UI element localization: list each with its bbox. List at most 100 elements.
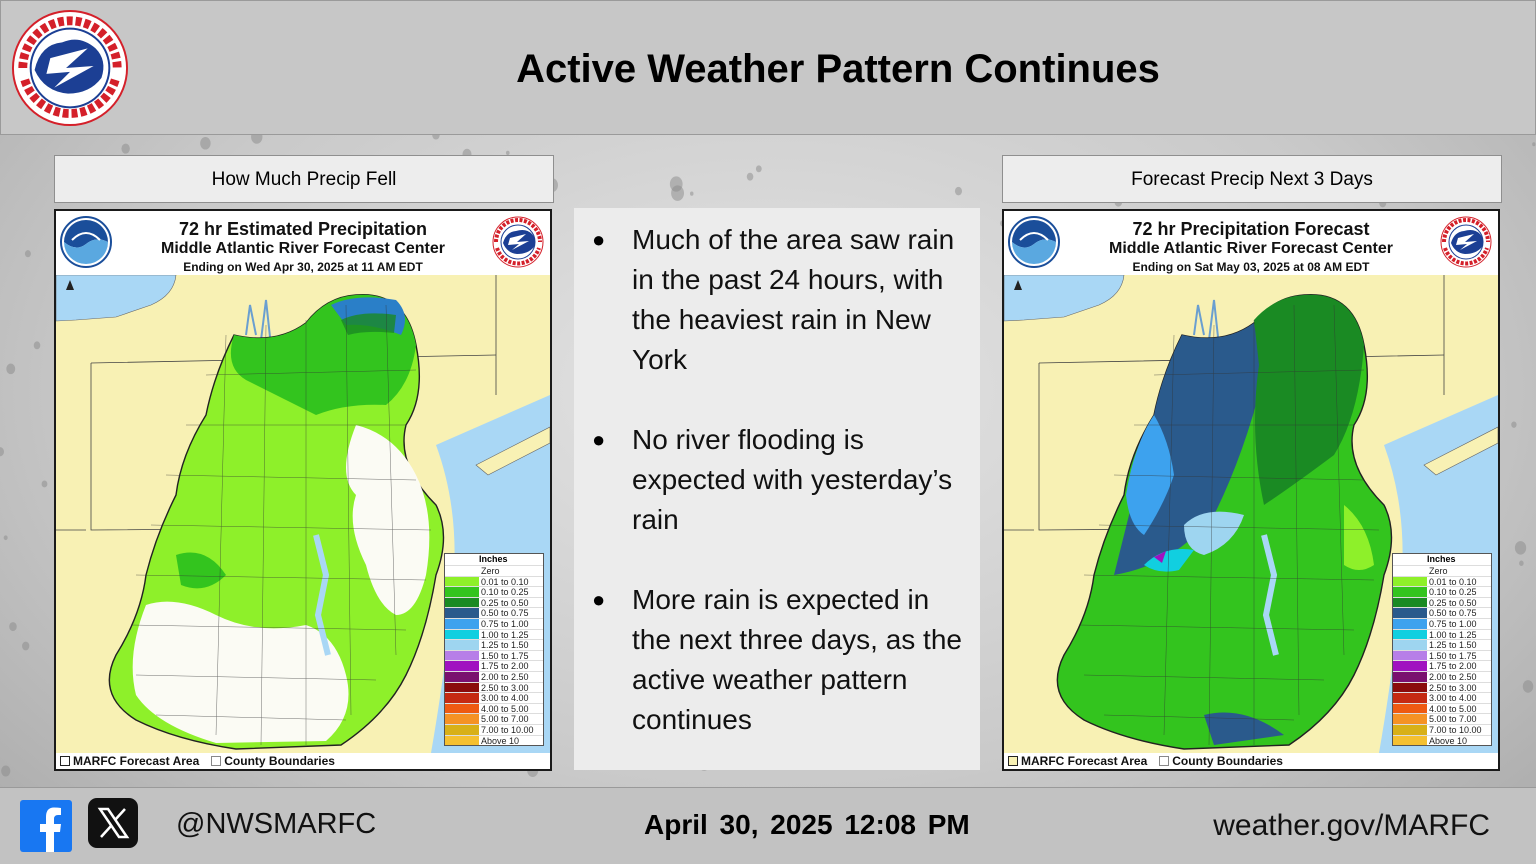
legend-label: 0.50 to 0.75 — [481, 608, 529, 619]
legend-row: 0.50 to 0.75 — [445, 607, 543, 618]
legend-label: 7.00 to 10.00 — [1429, 724, 1482, 735]
legend-swatch — [1393, 640, 1427, 650]
legend-label: 1.25 to 1.50 — [1429, 640, 1477, 651]
legend-label: 0.25 to 0.50 — [481, 597, 529, 608]
legend-label: 0.01 to 0.10 — [481, 576, 529, 587]
map-valid-time: Ending on Sat May 03, 2025 at 08 AM EDT — [1132, 260, 1370, 274]
county-boundaries-key: County Boundaries — [211, 754, 335, 768]
legend-label: 1.75 to 2.00 — [481, 661, 529, 672]
legend-swatch — [1393, 724, 1427, 735]
legend-row: 0.01 to 0.10 — [1393, 575, 1491, 587]
legend-swatch — [445, 587, 479, 597]
legend-label: 0.25 to 0.50 — [1429, 597, 1477, 608]
facebook-icon[interactable] — [20, 800, 72, 852]
legend-label: 1.25 to 1.50 — [481, 640, 529, 651]
legend-label: 5.00 to 7.00 — [1429, 714, 1477, 725]
legend-label: 0.01 to 0.10 — [1429, 576, 1477, 587]
legend-label: Zero — [481, 566, 500, 576]
legend-swatch — [445, 724, 479, 735]
legend-swatch — [445, 661, 479, 671]
legend-row: 1.25 to 1.50 — [445, 639, 543, 650]
legend-label: 2.00 to 2.50 — [481, 671, 529, 682]
forecast-area-key: MARFC Forecast Area — [60, 754, 199, 768]
legend-row: 1.00 to 1.25 — [445, 628, 543, 640]
legend-label: Above 10 — [481, 735, 520, 746]
social-handle[interactable]: @NWSMARFC — [176, 808, 377, 840]
legend-swatch — [1393, 714, 1427, 724]
page-title: Active Weather Pattern Continues — [516, 47, 1160, 91]
legend-rows: Zero 0.01 to 0.10 0.10 to 0.25 0.25 to 0.50… — [1393, 565, 1491, 746]
forecast-area-key: MARFC Forecast Area — [1008, 754, 1147, 768]
map-title: 72 hr Estimated Precipitation — [178, 219, 428, 239]
legend-label: Zero — [1429, 566, 1448, 576]
legend-row: 7.00 to 10.00 — [1393, 723, 1491, 735]
legend-row: 1.75 to 2.00 — [1393, 660, 1491, 671]
precip-forecast-map: 72 hr Precipitation Forecast Middle Atla… — [1002, 209, 1500, 771]
legend-row: 5.00 to 7.00 — [445, 713, 543, 724]
legend-swatch — [1393, 693, 1427, 703]
legend-row: 1.25 to 1.50 — [1393, 639, 1491, 650]
map-footer: MARFC Forecast Area County Boundaries — [60, 754, 335, 768]
legend-row: 4.00 to 5.00 — [1393, 702, 1491, 714]
precip-observed-map: 72 hr Estimated Precipitation Middle Atl… — [54, 209, 552, 771]
nws-small-logo-icon — [492, 216, 544, 268]
bullet-item: ● Much of the area saw rain in the past 2… — [592, 224, 955, 375]
legend-rows: Zero 0.01 to 0.10 0.10 to 0.25 0.25 to 0.50… — [445, 565, 543, 746]
legend-swatch — [1393, 682, 1427, 693]
right-panel-label: Forecast Precip Next 3 Days — [1002, 155, 1502, 203]
footer-bar: @NWSMARFC April 30, 2025 12:08 PM weathe… — [0, 787, 1536, 864]
legend-label: 3.00 to 4.00 — [1429, 693, 1477, 704]
legend-label: 2.50 to 3.00 — [481, 682, 529, 693]
nws-small-logo-icon — [1440, 216, 1492, 268]
legend-swatch — [1393, 650, 1427, 661]
legend-label: 4.00 to 5.00 — [1429, 703, 1477, 714]
header-bar: Active Weather Pattern Continues — [0, 0, 1536, 135]
x-twitter-icon[interactable] — [88, 798, 138, 848]
legend-row: 2.50 to 3.00 — [1393, 681, 1491, 693]
legend-swatch — [445, 693, 479, 703]
legend-swatch — [1393, 629, 1427, 640]
legend-row: 2.00 to 2.50 — [1393, 670, 1491, 682]
legend-label: 2.50 to 3.00 — [1429, 682, 1477, 693]
legend-row: 0.25 to 0.50 — [1393, 596, 1491, 608]
legend-label: 0.50 to 0.75 — [1429, 608, 1477, 619]
legend-swatch — [445, 576, 479, 587]
legend-row: 1.00 to 1.25 — [1393, 628, 1491, 640]
legend-swatch — [1393, 618, 1427, 629]
legend-row: 0.75 to 1.00 — [1393, 617, 1491, 629]
precip-legend: Inches Zero 0.01 to 0.10 0.10 to 0.25 0.25 … — [444, 553, 544, 747]
legend-label: 0.75 to 1.00 — [481, 618, 529, 629]
legend-swatch — [445, 650, 479, 661]
legend-label: 1.75 to 2.00 — [1429, 661, 1477, 672]
legend-label: 0.75 to 1.00 — [1429, 618, 1477, 629]
legend-row: Above 10 — [1393, 734, 1491, 746]
legend-label: 7.00 to 10.00 — [481, 724, 534, 735]
legend-swatch — [445, 597, 479, 608]
legend-swatch — [1393, 576, 1427, 587]
map-subtitle: Middle Atlantic River Forecast Center — [161, 240, 445, 257]
legend-label: 5.00 to 7.00 — [481, 714, 529, 725]
legend-label: 1.00 to 1.25 — [481, 629, 529, 640]
nws-logo — [11, 9, 129, 127]
north-arrow-icon — [1014, 280, 1022, 290]
legend-row: 0.01 to 0.10 — [445, 575, 543, 587]
legend-swatch — [1393, 566, 1427, 576]
north-arrow-icon — [66, 280, 74, 290]
legend-row: 1.50 to 1.75 — [445, 649, 543, 661]
legend-row: 5.00 to 7.00 — [1393, 713, 1491, 724]
legend-swatch — [445, 618, 479, 629]
noaa-logo-icon — [1008, 216, 1060, 268]
noaa-logo-icon — [60, 216, 112, 268]
map-footer: MARFC Forecast Area County Boundaries — [1008, 754, 1283, 768]
legend-swatch — [445, 682, 479, 693]
precip-legend: Inches Zero 0.01 to 0.10 0.10 to 0.25 0.25 … — [1392, 553, 1492, 747]
legend-label: 0.10 to 0.25 — [1429, 587, 1477, 598]
website-link[interactable]: weather.gov/MARFC — [1213, 809, 1490, 842]
legend-title: Inches — [479, 554, 508, 564]
legend-swatch — [1393, 671, 1427, 682]
legend-label: Above 10 — [1429, 735, 1468, 746]
legend-swatch — [1393, 587, 1427, 597]
bullet-item: ● More rain is expected in the next three… — [592, 584, 962, 735]
precip-map-graphic — [56, 275, 550, 753]
legend-row: Zero — [445, 565, 543, 576]
